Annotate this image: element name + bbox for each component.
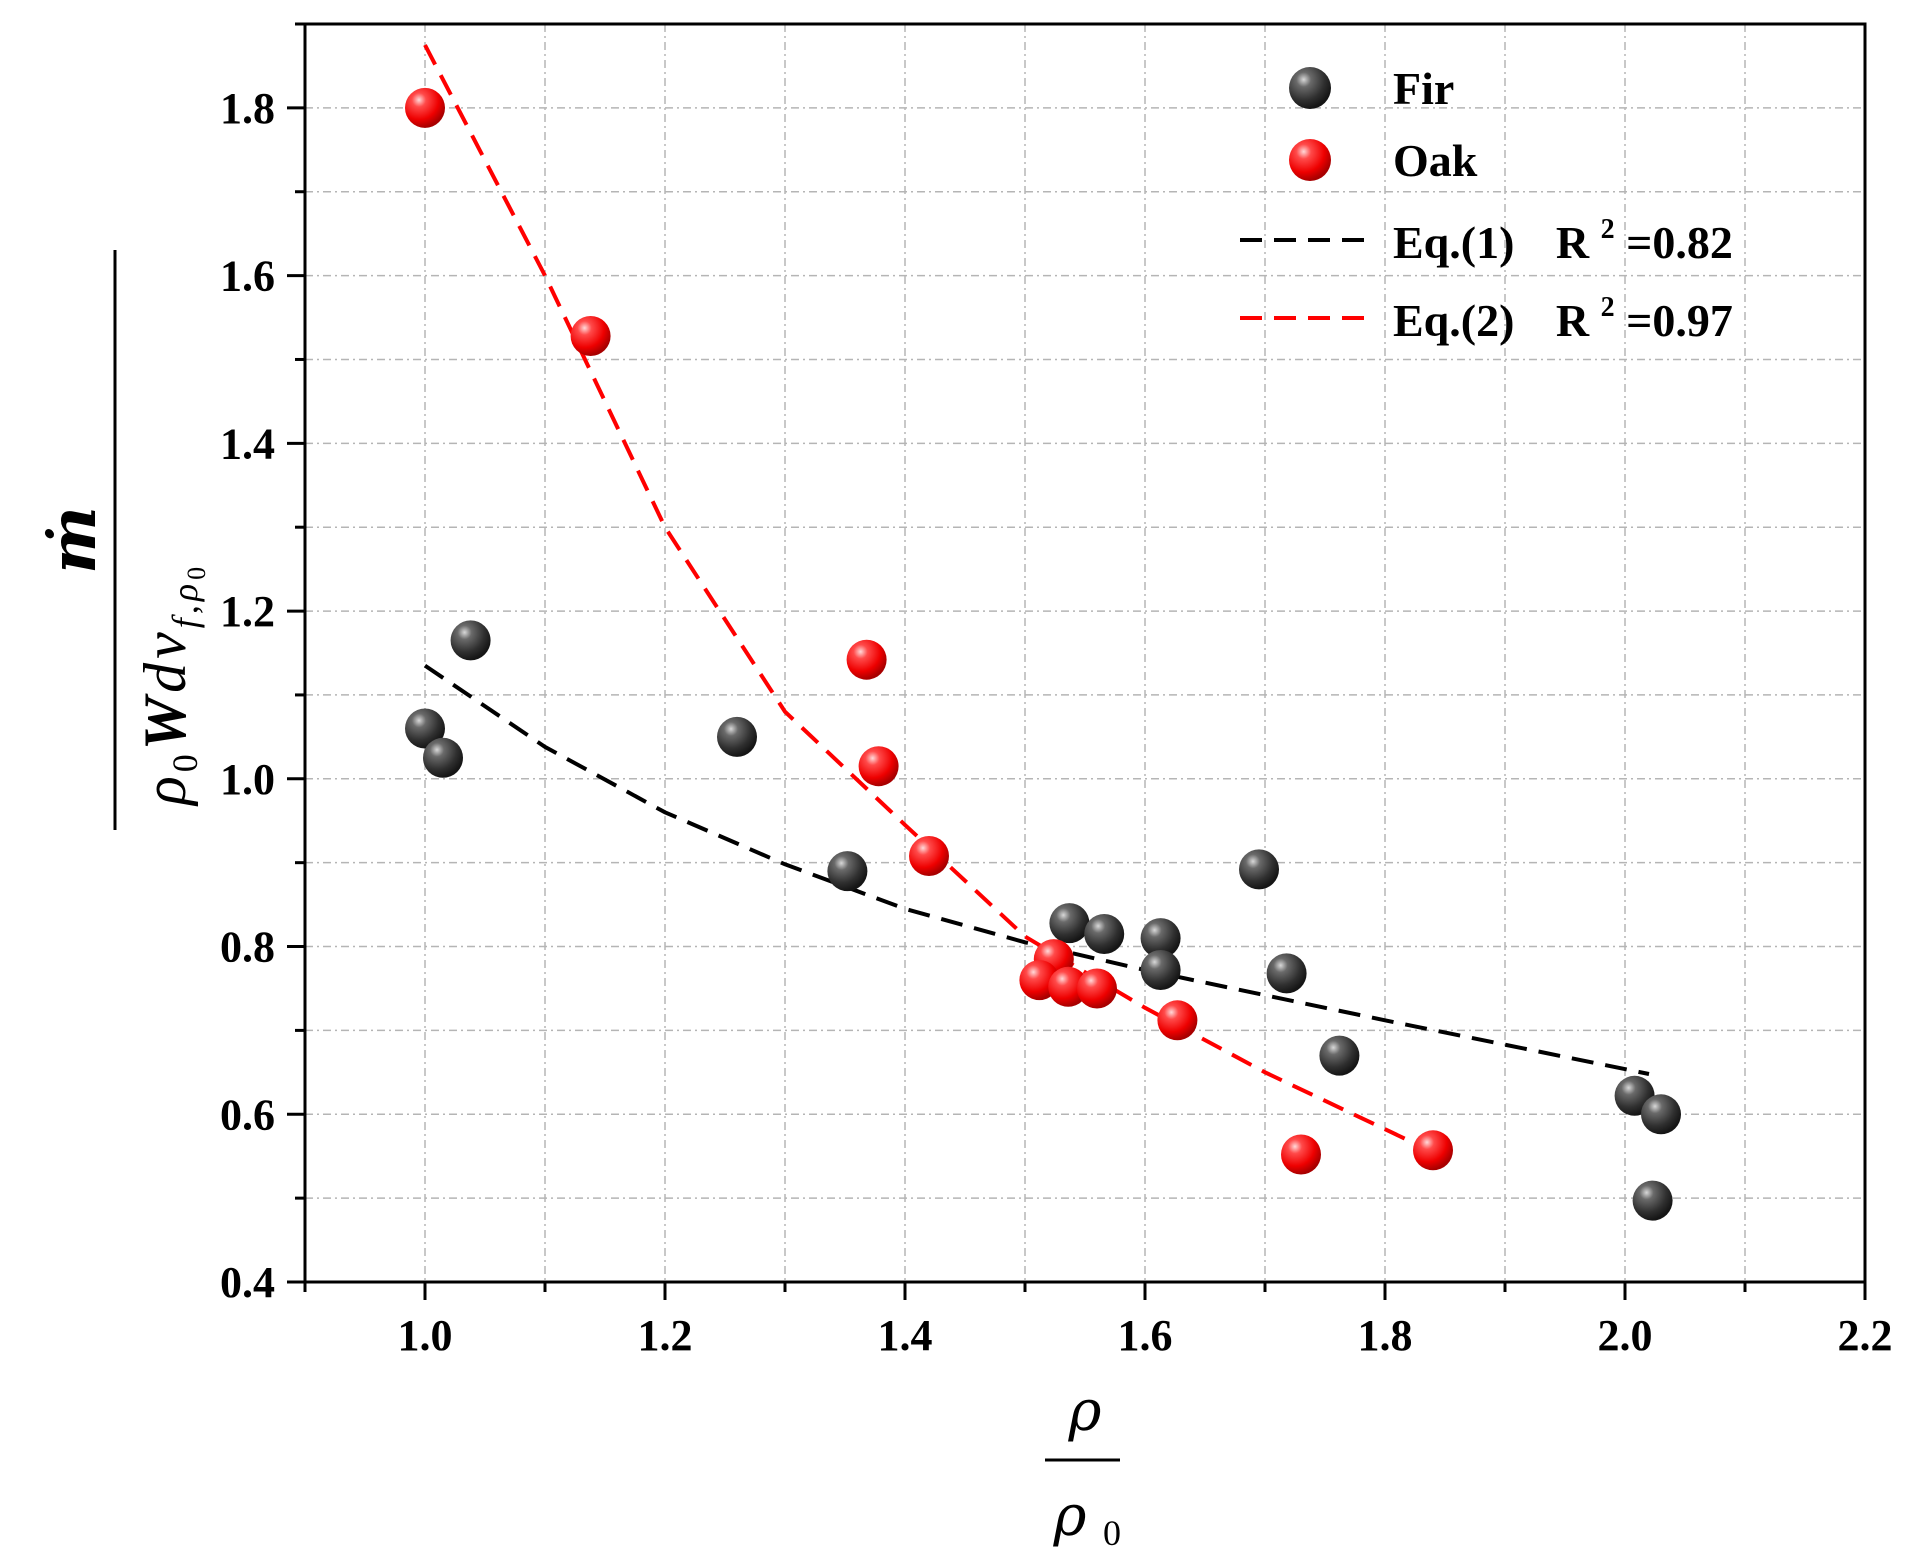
y-label-d: d — [132, 662, 198, 693]
x-axis-label: ρ ρ 0 — [1045, 1379, 1121, 1553]
point-oak — [1281, 1134, 1321, 1175]
y-tick-label: 0.8 — [220, 923, 275, 972]
plot-frame — [303, 22, 1867, 1284]
legend-eq1-r: R — [1556, 217, 1590, 268]
y-tick-label: 1.6 — [220, 252, 275, 301]
point-oak — [1048, 966, 1089, 1007]
point-fir — [450, 620, 491, 661]
point-oak — [909, 836, 949, 876]
axis-ticks — [287, 22, 1867, 1300]
legend-oak-marker — [1289, 139, 1331, 181]
legend-eq2-value: =0.97 — [1626, 295, 1733, 346]
legend-eq2-label: Eq.(2) R 2 =0.97 — [1393, 275, 1733, 346]
y-label-numerator: ṁ — [36, 506, 111, 574]
x-label-denominator-sub: 0 — [1103, 1513, 1121, 1553]
y-label-rho-sub: 0 — [165, 754, 205, 772]
fit-curve-2 — [423, 44, 1434, 1154]
point-fir — [1049, 903, 1090, 944]
y-label-v: v — [132, 632, 198, 659]
point-fir — [1641, 1094, 1681, 1135]
point-fir — [423, 737, 463, 778]
x-tick-label: 2.0 — [1598, 1311, 1653, 1360]
y-tick-label: 1.8 — [220, 84, 275, 133]
y-tick-label: 1.4 — [220, 419, 275, 468]
point-fir — [1140, 918, 1181, 959]
y-tick-label: 0.4 — [220, 1258, 275, 1307]
y-label-denominator: ρ 0 W d v f , ρ 0 — [132, 567, 211, 807]
point-oak — [858, 746, 899, 787]
legend-eq2-name: Eq.(2) — [1393, 295, 1514, 346]
y-label-rho: ρ — [132, 776, 198, 807]
x-tick-label: 1.0 — [398, 1311, 453, 1360]
fit-curves — [423, 44, 1650, 1154]
x-tick-labels: 1.0 1.2 1.4 1.6 1.8 2.0 2.2 — [398, 1311, 1893, 1360]
legend-fir-label: Fir — [1393, 63, 1454, 114]
x-label-denominator: ρ — [1053, 1484, 1087, 1549]
legend-eq1-r-sup: 2 — [1601, 214, 1615, 245]
x-tick-label: 1.4 — [878, 1311, 933, 1360]
legend-eq2-r: R — [1556, 295, 1590, 346]
y-tick-labels: 0.4 0.6 0.8 1.0 1.2 1.4 1.6 1.8 — [220, 84, 275, 1307]
point-oak — [405, 87, 445, 128]
x-tick-label: 1.8 — [1358, 1311, 1413, 1360]
fit-curve-1 — [423, 663, 1650, 1076]
y-label-f: f — [165, 613, 205, 628]
point-fir — [717, 716, 757, 757]
point-fir — [827, 851, 868, 892]
point-fir — [1084, 914, 1125, 954]
x-tick-label: 1.6 — [1118, 1311, 1173, 1360]
y-tick-label: 0.6 — [220, 1090, 275, 1139]
y-tick-label: 1.0 — [220, 755, 275, 804]
legend-eq2-r-sup: 2 — [1601, 292, 1615, 323]
y-label-comma: , — [165, 605, 205, 614]
legend-eq1-name: Eq.(1) — [1393, 217, 1514, 268]
legend-eq1-label: Eq.(1) R 2 =0.82 — [1393, 197, 1733, 268]
x-tick-label: 1.2 — [638, 1311, 693, 1360]
legend-fir-marker — [1289, 67, 1331, 109]
point-oak — [1077, 968, 1117, 1009]
legend: Fir Oak Eq.(1) R 2 =0.82 Eq.(2) R 2 =0.9… — [1240, 63, 1733, 346]
point-oak — [1413, 1130, 1453, 1171]
y-label-rho2-sub: 0 — [182, 567, 211, 580]
y-tick-label: 1.2 — [220, 587, 275, 636]
legend-eq1-value: =0.82 — [1626, 217, 1733, 268]
x-tick-label: 2.2 — [1838, 1311, 1893, 1360]
point-fir — [1239, 849, 1279, 890]
x-label-numerator: ρ — [1068, 1379, 1102, 1444]
point-fir — [1632, 1180, 1673, 1221]
y-axis-label: ṁ ρ 0 W d v f , ρ 0 — [36, 250, 211, 830]
y-label-rho2: ρ — [165, 584, 205, 602]
point-oak — [846, 639, 887, 680]
data-points — [405, 87, 1681, 1221]
point-fir — [405, 708, 445, 749]
legend-oak-label: Oak — [1393, 135, 1478, 186]
point-oak — [1157, 1000, 1198, 1041]
y-label-W: W — [132, 693, 198, 750]
point-fir — [1266, 953, 1307, 994]
point-oak — [570, 316, 611, 356]
point-fir — [1319, 1035, 1360, 1076]
point-fir — [1140, 950, 1181, 990]
